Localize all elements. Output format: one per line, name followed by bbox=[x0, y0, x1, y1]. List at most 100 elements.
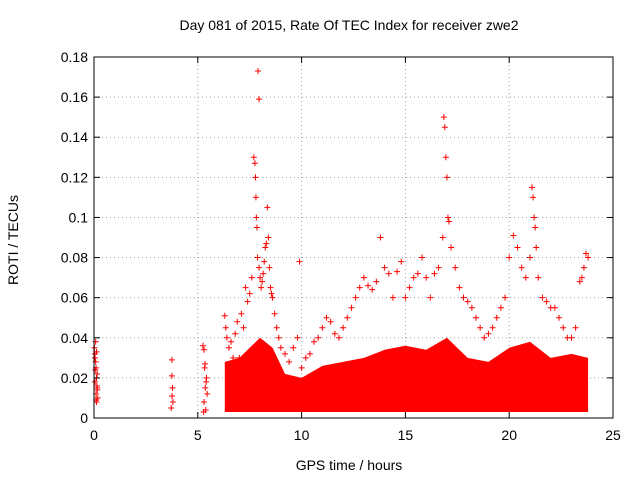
data-point bbox=[365, 282, 372, 289]
data-point bbox=[472, 314, 479, 321]
data-point bbox=[441, 124, 448, 131]
data-point bbox=[203, 374, 210, 381]
dense-data-band bbox=[224, 337, 589, 412]
data-point bbox=[253, 224, 260, 231]
data-point bbox=[296, 258, 303, 265]
data-point bbox=[356, 284, 363, 291]
data-point bbox=[485, 330, 492, 337]
data-point bbox=[260, 270, 267, 277]
data-point bbox=[265, 234, 272, 241]
data-point bbox=[497, 304, 504, 311]
y-tick-label: 0 bbox=[80, 410, 88, 426]
data-point bbox=[489, 324, 496, 331]
tick-layer: 0 5 10 15 20 25 0 0.02 0.04 0.06 0.08 0.1 0.12 0.14 0.… bbox=[61, 49, 621, 443]
data-point bbox=[319, 324, 326, 331]
data-point bbox=[442, 154, 449, 161]
data-point bbox=[232, 330, 239, 337]
data-point bbox=[477, 324, 484, 331]
data-point bbox=[257, 274, 264, 281]
data-point bbox=[360, 274, 367, 281]
data-point bbox=[481, 334, 488, 341]
chart-title: Day 081 of 2015, Rate Of TEC Index for r… bbox=[179, 17, 518, 33]
data-point bbox=[344, 314, 351, 321]
data-point bbox=[385, 270, 392, 277]
data-point bbox=[452, 264, 459, 271]
data-point bbox=[238, 310, 245, 317]
data-point bbox=[530, 194, 537, 201]
data-point bbox=[348, 304, 355, 311]
x-axis-label: GPS time / hours bbox=[296, 457, 403, 473]
data-point bbox=[414, 270, 421, 277]
data-point bbox=[423, 274, 430, 281]
data-point bbox=[94, 386, 101, 393]
data-point bbox=[543, 298, 550, 305]
data-point bbox=[266, 264, 273, 271]
data-point bbox=[518, 264, 525, 271]
data-point bbox=[277, 344, 284, 351]
data-point bbox=[258, 284, 265, 291]
data-point bbox=[381, 264, 388, 271]
x-tick-label: 15 bbox=[398, 427, 414, 443]
data-point bbox=[168, 404, 175, 411]
data-point bbox=[493, 314, 500, 321]
data-point bbox=[444, 214, 451, 221]
data-point bbox=[377, 234, 384, 241]
data-point bbox=[92, 366, 99, 373]
data-point bbox=[267, 284, 274, 291]
data-point bbox=[268, 290, 275, 297]
data-point bbox=[281, 350, 288, 357]
data-point bbox=[398, 258, 405, 265]
data-point bbox=[246, 290, 253, 297]
data-point bbox=[514, 244, 521, 251]
data-point bbox=[200, 408, 207, 415]
data-point bbox=[311, 338, 318, 345]
data-point bbox=[230, 354, 237, 361]
data-point bbox=[275, 334, 282, 341]
data-point bbox=[290, 344, 297, 351]
data-point bbox=[286, 358, 293, 365]
data-point bbox=[410, 274, 417, 281]
data-point bbox=[389, 294, 396, 301]
data-point bbox=[529, 184, 536, 191]
data-point bbox=[298, 364, 305, 371]
data-point bbox=[252, 174, 259, 181]
data-point bbox=[169, 398, 176, 405]
y-tick-label: 0.06 bbox=[61, 290, 88, 306]
data-point bbox=[244, 298, 251, 305]
data-point bbox=[201, 398, 208, 405]
x-tick-label: 10 bbox=[294, 427, 310, 443]
data-point bbox=[460, 294, 467, 301]
data-point bbox=[221, 312, 228, 319]
data-point bbox=[259, 278, 266, 285]
x-tick-label: 25 bbox=[605, 427, 621, 443]
plot-frame bbox=[93, 56, 614, 419]
data-point bbox=[448, 244, 455, 251]
data-point bbox=[168, 356, 175, 363]
data-point bbox=[539, 294, 546, 301]
data-point bbox=[271, 310, 278, 317]
data-point bbox=[248, 274, 255, 281]
data-point bbox=[419, 254, 426, 261]
data-point bbox=[250, 154, 257, 161]
data-point bbox=[169, 392, 176, 399]
data-point bbox=[427, 294, 434, 301]
data-point bbox=[269, 294, 276, 301]
data-point bbox=[352, 294, 359, 301]
data-point bbox=[435, 264, 442, 271]
data-point bbox=[578, 274, 585, 281]
data-point bbox=[431, 270, 438, 277]
x-tick-label: 5 bbox=[194, 427, 202, 443]
x-tick-label: 20 bbox=[501, 427, 517, 443]
data-point bbox=[92, 378, 99, 385]
y-tick-label: 0.02 bbox=[61, 370, 88, 386]
data-point bbox=[556, 314, 563, 321]
data-point bbox=[294, 334, 301, 341]
data-point bbox=[323, 314, 330, 321]
data-point bbox=[440, 114, 447, 121]
data-point bbox=[510, 232, 517, 239]
data-point bbox=[202, 384, 209, 391]
data-point bbox=[580, 264, 587, 271]
data-point bbox=[169, 384, 176, 391]
data-point bbox=[306, 350, 313, 357]
